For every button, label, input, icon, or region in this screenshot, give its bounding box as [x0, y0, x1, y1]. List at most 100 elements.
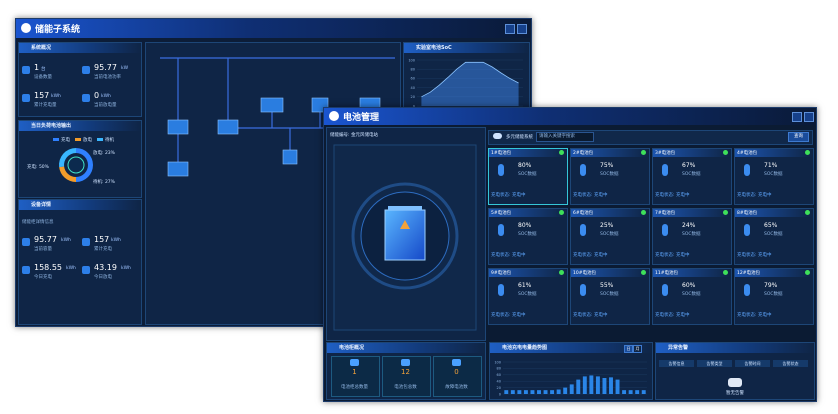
empty-text: 暂无告警: [726, 391, 744, 396]
soc-label: SOC数据: [600, 172, 619, 177]
close-button[interactable]: [804, 112, 814, 122]
item-label: 累计充电: [94, 247, 112, 252]
summary-icon: [401, 359, 410, 366]
card-name: 7#电池包: [655, 211, 676, 216]
empty-icon: [728, 378, 742, 387]
card-status: 充电状态: 充电中: [737, 193, 772, 198]
item-unit: kWh: [51, 94, 61, 99]
card-status: 充电状态: 充电中: [491, 253, 526, 258]
item-label: 今日充电: [34, 275, 52, 280]
status-dot: [641, 210, 646, 215]
search-input[interactable]: 请输入关键字搜索: [536, 132, 594, 142]
bar: [609, 377, 613, 394]
battery-card: [652, 268, 732, 325]
alarm-column: 告警类型: [697, 360, 732, 367]
item-value: 0: [94, 91, 100, 100]
maximize-button[interactable]: [792, 112, 802, 122]
bar: [530, 390, 535, 394]
item-unit: kWh: [121, 266, 131, 271]
card-status: 充电状态: 充电中: [655, 253, 690, 258]
soc-value: 61%: [518, 282, 532, 289]
legend-label: 放电: [83, 136, 92, 143]
battery-icon: [744, 284, 750, 296]
item-icon: [82, 66, 90, 74]
battery-card: [570, 268, 650, 325]
item-value: 43.19: [94, 263, 117, 272]
card-status: 充电状态: 充电中: [737, 253, 772, 258]
status-dot: [805, 270, 810, 275]
y-tick-label: 20: [497, 386, 501, 390]
details-panel: [18, 199, 142, 325]
soc-label: SOC数据: [518, 292, 537, 297]
card-name: 5#电池包: [491, 211, 512, 216]
bar: [576, 379, 581, 394]
legend-swatch: [97, 138, 103, 141]
item-icon: [82, 266, 90, 274]
summary-value: 1: [352, 368, 357, 376]
item-unit: kWh: [111, 238, 121, 243]
item-label: 当前放电量: [94, 103, 117, 108]
summary-label: 电池柜总数量: [341, 385, 368, 390]
battery-card: [734, 268, 814, 325]
item-icon: [82, 238, 90, 246]
app-icon: [21, 23, 31, 33]
bar: [628, 390, 633, 394]
soc-label: SOC数据: [600, 232, 619, 237]
bar: [602, 378, 607, 394]
bar: [517, 390, 522, 394]
panel-title: 电池充电电量趋势图: [502, 345, 548, 351]
card-name: 8#电池包: [737, 211, 758, 216]
legend-swatch: [53, 138, 59, 141]
card-header: [735, 209, 812, 217]
donut-segment: [58, 148, 76, 168]
item-label: 当前容量: [34, 247, 52, 252]
maximize-button[interactable]: [505, 24, 515, 34]
item-value: 157: [94, 235, 110, 244]
soc-value: 75%: [600, 162, 614, 169]
soc-area: [421, 62, 519, 106]
summary-icon: [350, 359, 359, 366]
y-tick-label: 60: [497, 373, 501, 377]
search-button[interactable]: 查询: [788, 132, 809, 142]
summary-label: 电池包总数: [394, 385, 417, 390]
card-status: 充电状态: 充电中: [655, 313, 690, 318]
battery-card: [652, 208, 732, 265]
card-header: [571, 149, 648, 157]
alarm-panel: [655, 342, 815, 400]
soc-value: 60%: [682, 282, 696, 289]
status-dot: [723, 150, 728, 155]
app-icon: [329, 111, 339, 121]
legend-label: 待机: [105, 136, 114, 143]
alarm-column: 告警时间: [735, 360, 770, 367]
item-icon: [22, 94, 30, 102]
close-button[interactable]: [517, 24, 527, 34]
card-name: 10#电池包: [573, 271, 596, 276]
card-header: [653, 209, 730, 217]
bar: [595, 376, 600, 394]
item-unit: 台: [41, 67, 46, 72]
y-tick-label: 0: [413, 104, 415, 108]
item-unit: kWh: [101, 94, 111, 99]
bar: [622, 390, 627, 394]
bar: [504, 390, 509, 394]
trend-tab: 日: [624, 345, 633, 353]
card-name: 2#电池包: [573, 151, 594, 156]
panel-title: 当日负荷电池输出: [31, 123, 72, 129]
card-name: 9#电池包: [491, 271, 512, 276]
y-tick-label: 0: [499, 392, 501, 396]
trend-chart: 0 20 40 60 80 100: [494, 360, 647, 396]
battery-icon: [580, 164, 586, 176]
bar: [537, 390, 541, 394]
card-header: [571, 269, 648, 277]
card-name: 3#电池包: [655, 151, 676, 156]
y-tick-label: 40: [411, 86, 415, 90]
status-dot: [641, 270, 646, 275]
panel-title: 实验室电池SoC: [416, 45, 452, 51]
item-label: 当前电池功率: [94, 75, 121, 80]
soc-value: 80%: [518, 222, 532, 229]
panel-title: 系统概况: [31, 45, 52, 51]
battery-card: [570, 208, 650, 265]
status-dot: [559, 150, 564, 155]
